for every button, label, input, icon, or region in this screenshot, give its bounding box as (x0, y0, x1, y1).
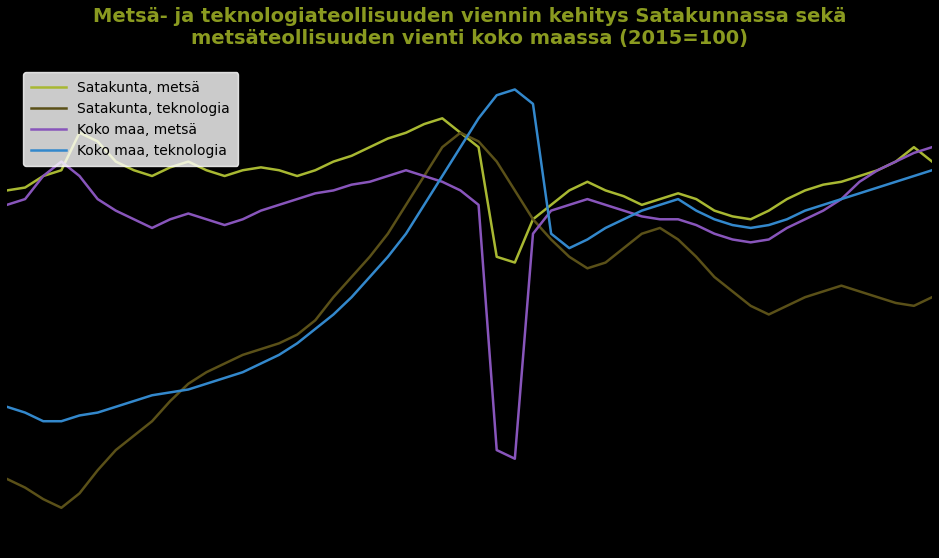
Satakunta, teknologia (92, 467, 103, 474)
Koko maa, teknologia (600, 224, 611, 231)
Koko maa, teknologia (38, 418, 49, 425)
Koko maa, teknologia (509, 86, 520, 93)
Satakunta, teknologia (55, 504, 67, 511)
Satakunta, teknologia (454, 129, 466, 136)
Legend: Satakunta, metsä, Satakunta, teknologia, Koko maa, metsä, Koko maa, teknologia: Satakunta, metsä, Satakunta, teknologia,… (23, 73, 239, 166)
Satakunta, metsä (528, 216, 539, 223)
Line: Koko maa, teknologia: Koko maa, teknologia (7, 89, 932, 421)
Koko maa, metsä (509, 455, 520, 462)
Satakunta, metsä (637, 201, 648, 208)
Satakunta, teknologia (346, 273, 357, 280)
Line: Satakunta, teknologia: Satakunta, teknologia (7, 133, 932, 508)
Title: Metsä- ja teknologiateollisuuden viennin kehitys Satakunnassa sekä
metsäteollisu: Metsä- ja teknologiateollisuuden viennin… (93, 7, 846, 48)
Koko maa, metsä (582, 196, 593, 203)
Satakunta, metsä (328, 158, 339, 165)
Satakunta, teknologia (1, 475, 12, 482)
Koko maa, teknologia (1, 403, 12, 410)
Koko maa, teknologia (454, 144, 466, 151)
Line: Satakunta, metsä: Satakunta, metsä (7, 118, 932, 263)
Koko maa, metsä (437, 179, 448, 185)
Koko maa, metsä (618, 207, 629, 214)
Koko maa, teknologia (637, 207, 648, 214)
Koko maa, metsä (1, 201, 12, 208)
Satakunta, metsä (927, 158, 938, 165)
Satakunta, metsä (454, 129, 466, 136)
Koko maa, teknologia (92, 409, 103, 416)
Satakunta, metsä (74, 129, 85, 136)
Koko maa, metsä (872, 167, 884, 174)
Line: Koko maa, metsä: Koko maa, metsä (7, 147, 932, 459)
Satakunta, metsä (437, 115, 448, 122)
Koko maa, metsä (328, 187, 339, 194)
Satakunta, metsä (509, 259, 520, 266)
Koko maa, teknologia (528, 100, 539, 107)
Satakunta, teknologia (637, 230, 648, 237)
Koko maa, metsä (927, 144, 938, 151)
Satakunta, teknologia (528, 216, 539, 223)
Koko maa, teknologia (346, 294, 357, 301)
Satakunta, teknologia (600, 259, 611, 266)
Satakunta, metsä (600, 187, 611, 194)
Satakunta, teknologia (927, 294, 938, 301)
Koko maa, teknologia (927, 167, 938, 174)
Koko maa, metsä (74, 172, 85, 179)
Satakunta, metsä (1, 187, 12, 194)
Satakunta, teknologia (473, 138, 485, 145)
